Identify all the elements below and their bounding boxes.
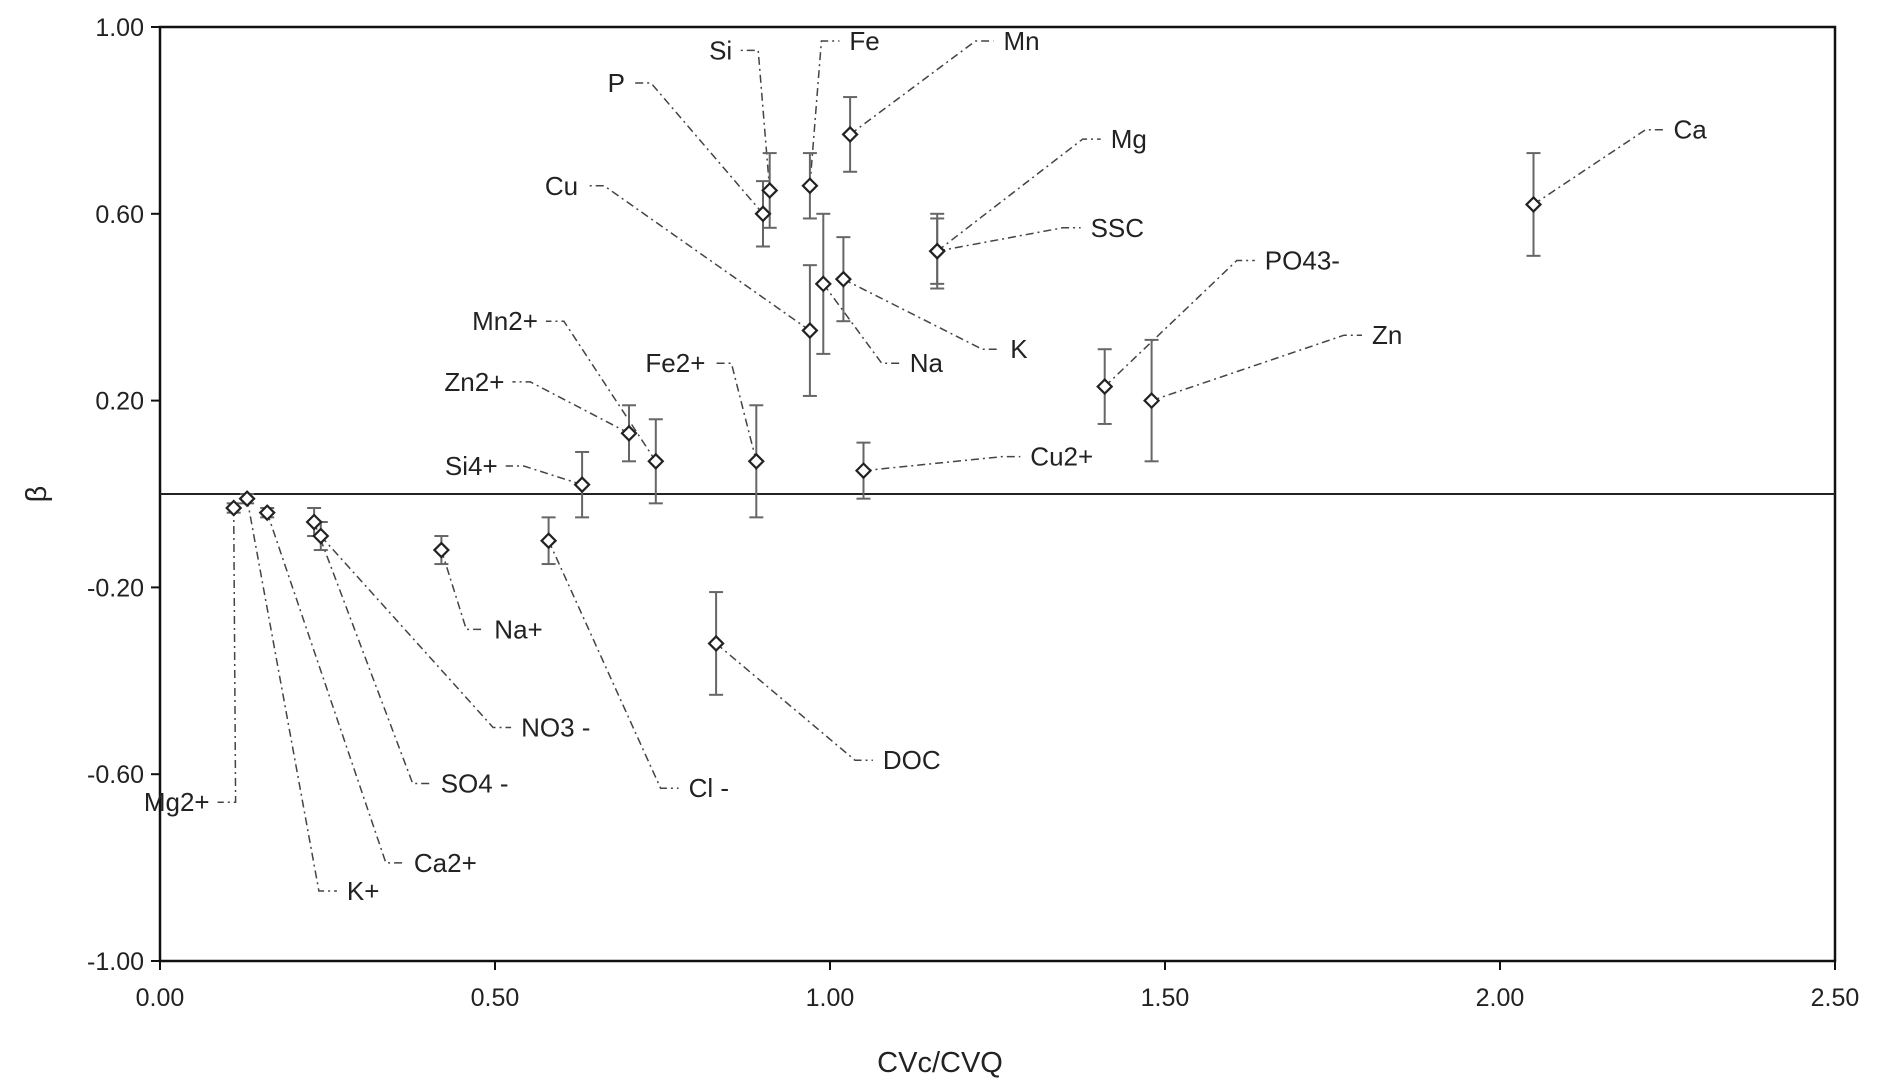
leader-line: [313, 521, 431, 785]
x-tick-label: 0.50: [471, 984, 520, 1012]
leader-line: [715, 642, 873, 761]
y-tick-label: 0.20: [95, 388, 144, 416]
data-point: [573, 476, 591, 494]
point-label: Ca2+: [414, 848, 477, 878]
x-tick-label: 2.00: [1476, 984, 1525, 1012]
leader-line: [440, 549, 485, 631]
data-point: [620, 424, 638, 442]
point-label: Fe: [849, 26, 879, 56]
leader-line: [849, 40, 994, 136]
point-label: Mn: [1004, 26, 1040, 56]
point-label: P: [608, 68, 625, 98]
leader-line: [1533, 128, 1664, 206]
data-point: [834, 270, 852, 288]
leader-line: [266, 512, 404, 864]
point-label: PO43-: [1265, 246, 1340, 276]
data-point: [801, 321, 819, 340]
error-bars: [226, 96, 1541, 696]
leader-line: [1104, 259, 1255, 388]
label-leader-lines: [217, 40, 1664, 892]
point-label: SSC: [1091, 213, 1144, 243]
x-tick-label: 0.00: [136, 984, 185, 1012]
point-label: Si: [709, 35, 732, 65]
data-point: [540, 532, 558, 550]
y-axis-title: β: [21, 486, 53, 503]
point-label: Zn2+: [444, 367, 504, 397]
leader-line: [822, 283, 900, 364]
data-point: [1524, 195, 1543, 214]
point-label: DOC: [883, 745, 941, 775]
point-label: Cl -: [689, 773, 729, 803]
x-axis: 0.00 0.50 1.00 1.50 2.00 2.50: [136, 961, 1860, 1012]
point-label: Mg2+: [144, 787, 210, 817]
point-label: Zn: [1372, 320, 1402, 350]
leader-line: [505, 465, 583, 486]
leader-line: [545, 320, 657, 462]
y-tick-label: -0.20: [87, 574, 144, 602]
data-point: [258, 504, 276, 522]
point-label: Fe2+: [645, 348, 705, 378]
data-point: [928, 242, 946, 260]
point-label: Ca: [1674, 115, 1708, 145]
point-label: NO3 -: [521, 713, 590, 743]
leader-line: [713, 362, 758, 462]
data-point: [238, 490, 256, 508]
y-axis: 1.00 0.60 0.20 -0.20 -0.60 -1.00: [87, 14, 160, 976]
point-label: Si4+: [445, 451, 498, 481]
x-tick-label: 1.50: [1141, 984, 1190, 1012]
leader-line: [633, 82, 764, 215]
leader-line: [1151, 334, 1362, 402]
leader-line: [512, 381, 630, 434]
x-tick-label: 2.50: [1811, 984, 1860, 1012]
point-label: K: [1010, 334, 1028, 364]
point-label: SO4 -: [441, 769, 509, 799]
data-point: [841, 125, 859, 143]
point-label: Na+: [494, 614, 542, 644]
data-point: [312, 527, 330, 545]
x-axis-title: CVc/CVQ: [877, 1047, 1003, 1079]
leader-line: [809, 40, 840, 186]
y-tick-label: -1.00: [87, 948, 144, 976]
point-label: Mg: [1111, 124, 1147, 154]
leader-line: [246, 498, 337, 892]
leader-line: [936, 138, 1101, 252]
point-label: Cu2+: [1030, 442, 1093, 472]
y-tick-label: 0.60: [95, 201, 144, 229]
point-label: Na: [910, 348, 944, 378]
leader-line: [586, 185, 811, 332]
data-markers: [225, 125, 1543, 652]
data-point: [761, 181, 779, 200]
data-point: [1143, 392, 1161, 410]
data-point: [747, 452, 765, 470]
data-point: [754, 205, 772, 223]
leader-line: [547, 540, 679, 789]
leader-line: [843, 278, 1001, 350]
data-point: [801, 177, 819, 195]
leader-line: [320, 535, 512, 729]
data-point: [647, 452, 665, 470]
point-label: Cu: [545, 171, 578, 201]
data-point: [225, 499, 243, 517]
data-point: [305, 513, 323, 531]
y-tick-label: -0.60: [87, 761, 144, 789]
leader-line: [740, 49, 771, 191]
data-point: [854, 462, 873, 480]
point-label: Mn2+: [472, 306, 538, 336]
point-label: K+: [347, 876, 380, 906]
data-point: [814, 275, 832, 293]
leader-line: [937, 227, 1081, 252]
leader-line: [217, 508, 237, 803]
y-tick-label: 1.00: [95, 14, 144, 42]
leader-line: [863, 455, 1021, 472]
data-point: [1096, 378, 1114, 396]
x-tick-label: 1.00: [806, 984, 855, 1012]
data-point: [707, 634, 725, 652]
point-labels: Si Fe Mn P Mg SSC Cu K Na Ca PO43- Zn Mn2+ Zn2+ Fe2+ Si…: [144, 26, 1707, 906]
data-point: [432, 541, 450, 559]
